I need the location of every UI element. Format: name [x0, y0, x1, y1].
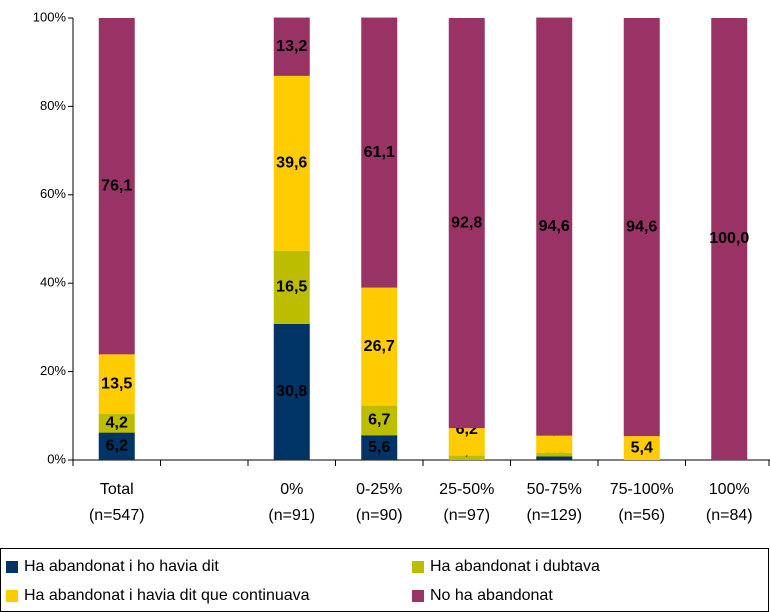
legend-label: Ha abandonat i havia dit que continuava — [24, 587, 310, 604]
legend-label: No ha abandonat — [430, 587, 553, 604]
legend-swatch — [6, 590, 18, 602]
bar-segment — [98, 414, 135, 433]
x-tick-label: 75-100% (n=56) — [610, 481, 674, 524]
data-label: 39,6 — [276, 155, 307, 172]
x-tick-label: 0% (n=91) — [268, 481, 315, 524]
legend-swatch — [6, 561, 18, 573]
legend-label: Ha abandonat i ho havia dit — [24, 558, 219, 575]
bar-segment — [623, 18, 660, 437]
bar-segment — [536, 456, 573, 460]
data-label: 5,6 — [368, 439, 390, 456]
bar-segment — [273, 250, 310, 324]
data-label: 30,8 — [276, 383, 307, 400]
legend-swatch — [412, 590, 424, 602]
bar-segment — [623, 436, 660, 460]
x-tick-label: 0-25% (n=90) — [356, 481, 403, 524]
data-label: 92,8 — [451, 214, 482, 231]
y-tick-label: 20% — [40, 363, 66, 378]
data-label: 5,4 — [631, 439, 653, 456]
data-label: 26,7 — [364, 338, 395, 355]
data-label: 61,1 — [364, 144, 395, 161]
data-label: 100,0 — [709, 230, 749, 247]
x-tick-label: 50-75% (n=129) — [526, 481, 582, 524]
data-label: 94,6 — [539, 218, 570, 235]
data-label: 76,1 — [101, 177, 132, 194]
data-label: 4,2 — [106, 415, 128, 432]
y-tick-label: 80% — [40, 98, 66, 113]
bar-segment — [448, 18, 485, 429]
bar-segment — [536, 435, 573, 453]
data-label: 16,5 — [276, 279, 307, 296]
data-label: 13,2 — [276, 38, 307, 55]
data-label: 13,5 — [101, 375, 132, 392]
data-label: 6,7 — [368, 412, 390, 429]
legend-label: Ha abandonat i dubtava — [430, 558, 600, 575]
legend-swatch — [412, 561, 424, 573]
bar-segment — [361, 17, 398, 288]
bar-segment — [361, 287, 398, 406]
x-tick-label: 100% (n=84) — [706, 481, 753, 524]
y-tick-label: 100% — [33, 9, 67, 24]
bar-segment — [98, 354, 135, 415]
bar-segment — [448, 428, 485, 456]
x-tick-label: Total (n=547) — [89, 481, 145, 524]
data-label: 94,6 — [626, 218, 657, 235]
bar-segment — [361, 435, 398, 460]
bar-segment — [98, 432, 135, 460]
data-label: 6,2 — [106, 438, 128, 455]
bar-segment — [98, 18, 135, 355]
bar-segment — [711, 18, 748, 460]
y-tick-label: 40% — [40, 275, 66, 290]
y-tick-label: 60% — [40, 186, 66, 201]
bar-segment — [273, 75, 310, 251]
bar-segment — [448, 455, 485, 460]
bar-segment — [536, 17, 573, 436]
bar-segment — [361, 405, 398, 436]
bar-segment — [273, 323, 310, 460]
bar-segment — [536, 452, 573, 457]
bar-segment — [273, 17, 310, 76]
x-tick-label: 25-50% (n=97) — [439, 481, 494, 524]
y-tick-label: 0% — [47, 451, 66, 466]
